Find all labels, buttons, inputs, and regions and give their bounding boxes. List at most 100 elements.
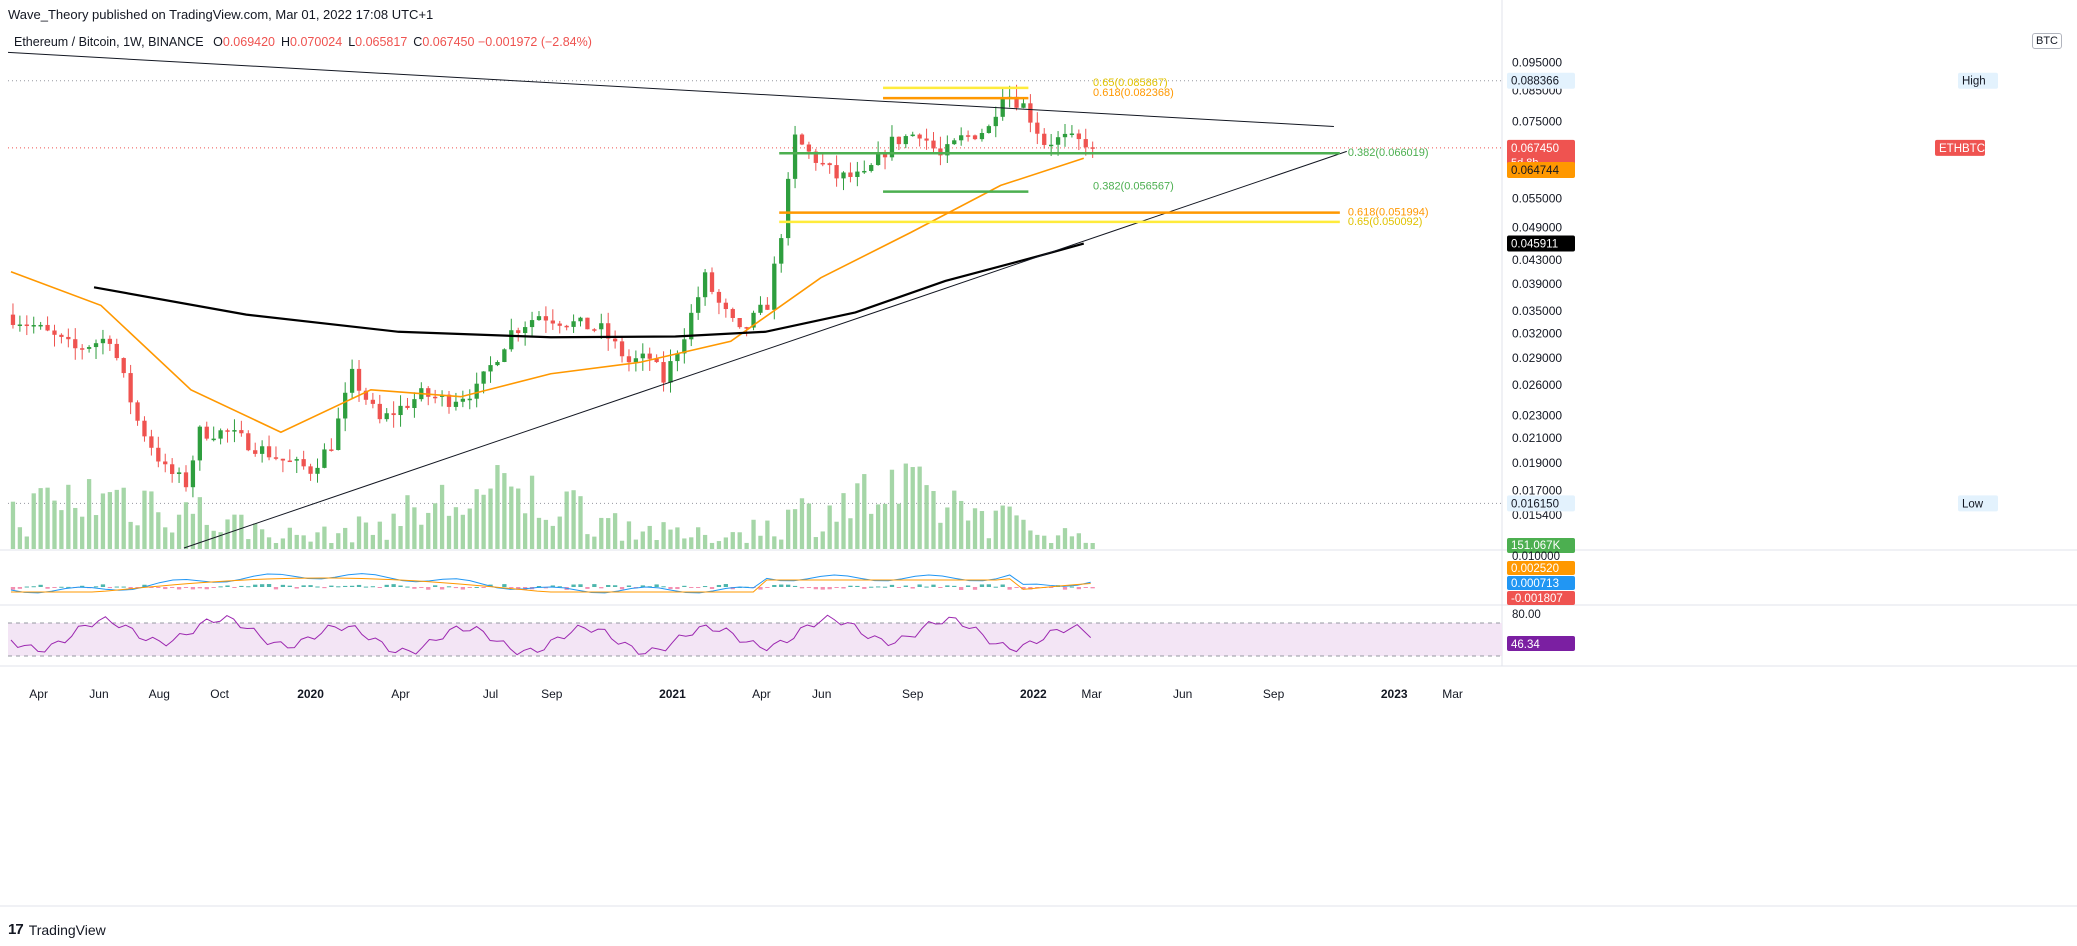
candle-body [93, 343, 99, 348]
candle-body [329, 449, 334, 451]
macd-histogram-bar [204, 587, 209, 590]
macd-histogram-bar [765, 587, 770, 588]
macd-histogram-bar [45, 587, 50, 589]
volume-bar [578, 496, 583, 549]
volume-bar [1021, 519, 1026, 549]
macd-histogram-bar [253, 584, 258, 587]
volume-bar [924, 485, 929, 549]
x-tick-label: Jun [89, 687, 108, 701]
volume-bar [751, 519, 756, 549]
x-tick-label: 2021 [659, 687, 686, 701]
macd-histogram-bar [792, 585, 798, 587]
x-tick-label: Jul [483, 687, 498, 701]
volume-bar [875, 504, 881, 549]
volume-bar [806, 503, 812, 549]
candle-body [149, 436, 154, 448]
volume-bar [412, 507, 417, 549]
candle-body [779, 238, 784, 264]
candle-body [488, 365, 493, 372]
volume-bar [488, 488, 493, 549]
volume-bar [834, 521, 839, 549]
volume-bar [1000, 505, 1005, 549]
ohlc-l-label: L [348, 35, 356, 49]
macd-histogram-bar [163, 587, 168, 590]
high-badge-bg [1958, 72, 1998, 89]
candle-body [426, 388, 431, 397]
volume-value: 151.067K [1511, 540, 1561, 552]
x-tick-label: Oct [210, 687, 229, 701]
macd-histogram-bar [820, 587, 825, 590]
fib-level-label: 0.65(0.085867) [1093, 77, 1168, 89]
candle-body [1062, 133, 1068, 138]
macd-histogram-bar [128, 587, 133, 589]
volume-bar [702, 534, 708, 549]
candle-body [945, 144, 950, 156]
candle-body [855, 171, 860, 177]
candle-body [543, 316, 549, 321]
candle-body [142, 420, 147, 437]
candle-body [474, 383, 479, 399]
macd-histogram-bar [239, 585, 244, 587]
macd-histogram-bar [682, 585, 687, 587]
macd-line [10, 573, 1091, 594]
volume-bar [135, 525, 140, 549]
candle-body [391, 413, 396, 416]
candle-body [903, 136, 908, 145]
y-tick-label: 0.043000 [1512, 253, 1562, 267]
rsi-band [8, 623, 1502, 656]
volume-bar [606, 518, 611, 549]
volume-bar [1014, 515, 1019, 549]
candle-body [363, 390, 369, 400]
fib-level-label: 0.618(0.082368) [1093, 87, 1174, 99]
candle-body [1069, 133, 1075, 136]
candle-body [557, 323, 562, 326]
candle-body [529, 320, 535, 328]
currency-badge[interactable]: BTC [2032, 33, 2062, 49]
x-tick-label: 2023 [1381, 687, 1408, 701]
candle-body [924, 138, 929, 141]
macd-histogram-bar [889, 584, 895, 587]
candle-body [571, 321, 576, 327]
macd-histogram-bar [536, 586, 542, 588]
volume-bar [45, 487, 50, 549]
candle-body [336, 418, 341, 450]
macd-histogram-bar [114, 586, 119, 588]
macd-histogram-bar [412, 587, 417, 589]
candle-body [578, 317, 583, 322]
volume-bar [509, 486, 514, 549]
footer-brand[interactable]: 17 TradingView [8, 921, 106, 938]
macd-histogram-bar [100, 584, 106, 587]
volume-bar [225, 519, 230, 549]
volume-bar [564, 491, 569, 549]
ohlc-o-value: 0.069420 [222, 35, 276, 49]
candle-body [17, 324, 23, 327]
volume-bar [952, 490, 957, 549]
ema50-price-bg [1507, 162, 1575, 179]
macd-histogram-bar [1000, 584, 1005, 587]
x-tick-label: Sep [902, 687, 924, 701]
macd-histogram-bar [758, 587, 763, 590]
ohlc-c-value: 0.067450 [422, 35, 475, 49]
macd-histogram-bar [910, 587, 915, 589]
candle-body [959, 135, 964, 141]
volume-bar [24, 536, 29, 549]
macd-histogram-bar [467, 587, 472, 588]
candle-body [599, 323, 604, 330]
macd-value: -0.001807 [1511, 593, 1563, 605]
candle-body [820, 162, 825, 165]
candle-body [696, 297, 701, 313]
candle-body [183, 472, 189, 488]
candle-body [384, 413, 389, 420]
macd-histogram-bar [474, 586, 479, 588]
macd-histogram-bar [446, 586, 452, 588]
volume-bar [633, 539, 639, 549]
candle-body [972, 135, 978, 140]
volume-bar [377, 521, 382, 549]
y-tick-label: 0.095000 [1512, 56, 1562, 70]
macd-histogram-bar [17, 587, 23, 589]
volume-bar [959, 500, 964, 549]
macd-histogram-bar [246, 586, 251, 588]
volume-bar [356, 516, 362, 549]
volume-bar [979, 511, 985, 549]
